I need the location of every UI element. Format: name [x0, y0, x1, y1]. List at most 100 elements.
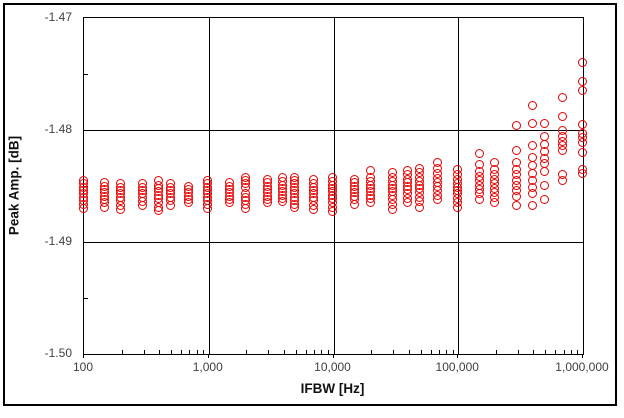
- x-axis-title: IFBW [Hz]: [300, 381, 365, 396]
- x-minor-tick: [420, 350, 422, 354]
- x-minor-tick: [570, 350, 572, 354]
- data-point: [558, 145, 568, 155]
- x-minor-tick: [196, 350, 198, 354]
- data-point: [539, 167, 549, 177]
- data-point: [262, 198, 272, 208]
- data-point: [527, 118, 537, 128]
- data-point: [349, 199, 359, 209]
- data-point: [308, 205, 318, 215]
- x-minor-tick: [181, 350, 183, 354]
- x-minor-tick: [246, 350, 248, 354]
- x-minor-tick: [159, 350, 161, 354]
- data-point: [539, 180, 549, 190]
- x-minor-tick: [545, 350, 547, 354]
- data-point: [328, 207, 337, 217]
- x-minor-tick: [314, 350, 316, 354]
- data-point: [577, 137, 587, 147]
- x-minor-tick: [171, 350, 173, 354]
- y-gridline: [84, 130, 583, 131]
- data-point: [474, 149, 484, 159]
- data-point: [527, 189, 537, 199]
- x-minor-tick: [430, 350, 432, 354]
- data-point: [153, 206, 163, 216]
- data-point: [512, 121, 522, 131]
- x-minor-tick: [371, 350, 373, 354]
- x-minor-tick: [268, 350, 270, 354]
- x-minor-tick: [452, 350, 454, 354]
- data-point: [512, 191, 522, 201]
- x-minor-tick: [327, 350, 329, 354]
- x-minor-tick: [203, 350, 205, 354]
- x-major-tick: [582, 354, 583, 358]
- x-minor-tick: [305, 350, 307, 354]
- data-point: [527, 152, 537, 162]
- data-point: [474, 195, 484, 205]
- data-point: [183, 198, 193, 208]
- data-point: [290, 202, 300, 212]
- data-point: [577, 86, 587, 96]
- data-point: [100, 202, 110, 212]
- x-major-tick: [83, 354, 84, 358]
- x-minor-tick: [283, 350, 285, 354]
- y-tick-label: -1.48: [44, 122, 72, 136]
- data-point: [539, 195, 549, 205]
- x-major-tick: [332, 354, 334, 358]
- data-point: [452, 202, 462, 212]
- x-minor-tick: [121, 350, 123, 354]
- data-point: [225, 198, 235, 208]
- data-point: [116, 205, 126, 215]
- x-minor-tick: [393, 350, 395, 354]
- data-point: [558, 176, 568, 186]
- x-minor-tick: [408, 350, 410, 354]
- data-point: [577, 169, 587, 179]
- x-major-tick: [207, 354, 209, 358]
- y-gridline: [84, 242, 583, 243]
- y-tick-label: -1.50: [44, 346, 72, 360]
- x-minor-tick: [495, 350, 497, 354]
- x-minor-tick: [577, 350, 579, 354]
- y-tick-label: -1.49: [44, 234, 72, 248]
- data-point: [165, 200, 175, 210]
- data-point: [512, 200, 522, 210]
- data-point: [539, 118, 549, 128]
- x-tick-label: 1,000: [192, 360, 223, 374]
- y-minor-tick: [84, 74, 88, 75]
- data-point: [138, 200, 148, 210]
- x-tick-label: 1,000,000: [555, 360, 609, 374]
- data-point: [577, 148, 587, 158]
- x-minor-tick: [446, 350, 448, 354]
- x-minor-tick: [563, 350, 565, 354]
- data-point: [527, 200, 537, 210]
- x-minor-tick: [533, 350, 535, 354]
- data-point: [403, 198, 413, 208]
- x-tick-label: 100,000: [435, 360, 479, 374]
- data-point: [490, 198, 500, 208]
- data-point: [240, 204, 250, 214]
- data-point: [527, 100, 537, 110]
- x-tick-label: 10,000: [314, 360, 351, 374]
- data-point: [577, 77, 587, 87]
- data-point: [387, 205, 397, 215]
- data-point: [558, 112, 568, 122]
- data-point: [577, 120, 587, 130]
- data-point: [577, 58, 587, 68]
- y-minor-tick: [84, 298, 88, 299]
- x-minor-tick: [555, 350, 557, 354]
- data-point: [78, 204, 88, 214]
- x-minor-tick: [438, 350, 440, 354]
- x-minor-tick: [143, 350, 145, 354]
- data-point: [527, 141, 537, 151]
- x-minor-tick: [517, 350, 519, 354]
- x-tick-label: 100: [72, 360, 94, 374]
- data-point: [415, 202, 425, 212]
- data-point: [512, 145, 522, 155]
- data-point: [203, 204, 213, 214]
- chart-border: [3, 3, 617, 406]
- data-point: [433, 195, 443, 205]
- x-major-tick: [457, 354, 459, 358]
- x-minor-tick: [321, 350, 323, 354]
- data-point: [278, 197, 288, 207]
- y-tick-label: -1.47: [44, 10, 72, 24]
- x-minor-tick: [295, 350, 297, 354]
